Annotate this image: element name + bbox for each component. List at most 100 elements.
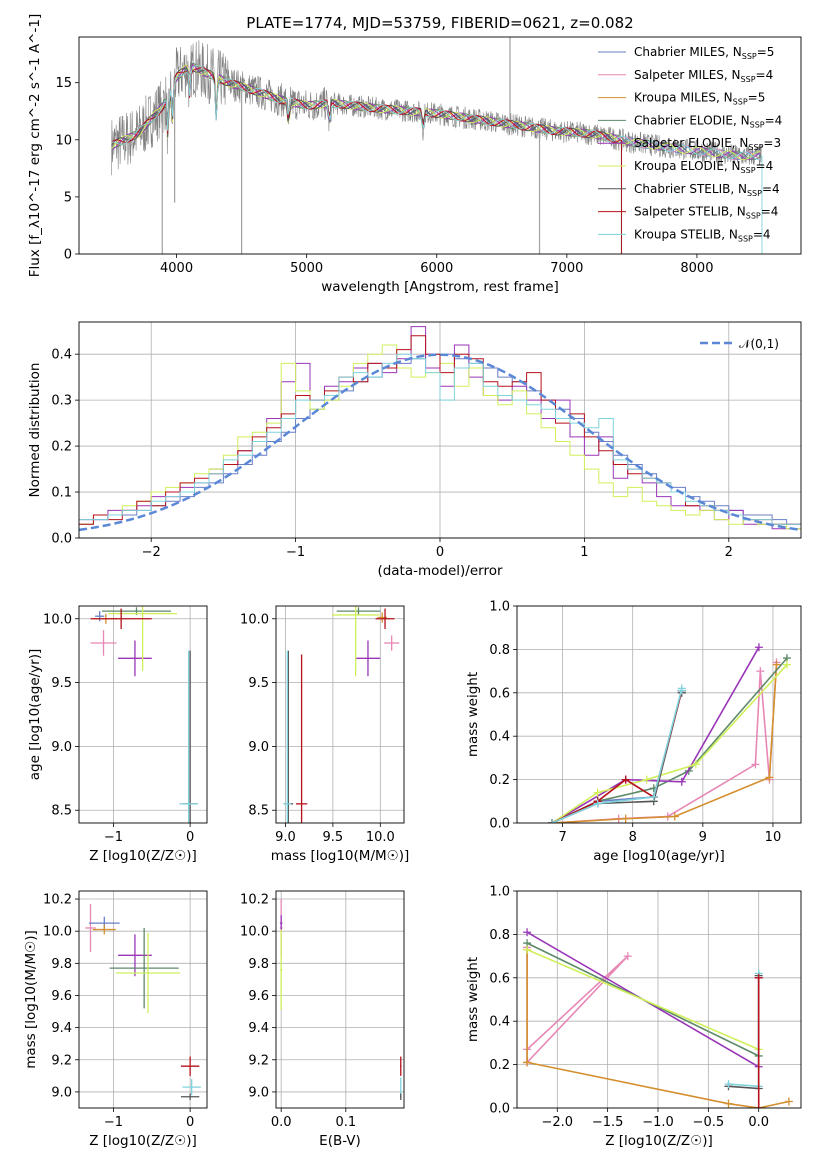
weight-marker	[649, 792, 658, 801]
y-tick-label: 5	[64, 190, 72, 205]
y-tick-label: 0.1	[51, 486, 72, 501]
legend-text: Chabrier STELIB, N	[634, 182, 747, 196]
legend-entry: Chabrier STELIB, NSSP=4	[634, 182, 780, 198]
weight-marker	[593, 799, 602, 808]
y-tick-label: 9.0	[51, 1085, 72, 1100]
x-tick-label: 9	[699, 830, 707, 845]
x-tick-label: 0.0	[271, 1115, 292, 1130]
y-tick-label: 10	[55, 133, 72, 148]
legend-subscript: SSP	[741, 75, 756, 84]
y-tick-label: 0.2	[489, 1058, 510, 1073]
y-tick-label: 9.8	[248, 957, 269, 972]
legend-subscript: SSP	[741, 166, 756, 175]
legend-value: =4	[762, 182, 780, 196]
weight-marker	[642, 775, 651, 784]
x-tick-label: 6000	[420, 261, 453, 276]
plot-area-weight-vs-age	[548, 643, 791, 823]
y-axis-label: Flux [f_λ10^-17 erg cm^-2 s^-1 A^-1]	[27, 14, 43, 277]
y-tick-label: 0.8	[489, 928, 510, 943]
legend-entry: Chabrier ELODIE, NSSP=4	[634, 113, 782, 129]
y-axis-label: mass weight	[465, 672, 481, 757]
x-axis-label: (data-model)/error	[377, 563, 503, 579]
weight-marker	[523, 1058, 532, 1067]
legend-entry: 𝒩(0,1)	[739, 337, 779, 351]
panel-weight-vs-age: 7 8 9 10 0.0 0.2 0.4 0.6 0.8 1.0 age [log10(age/yr…	[465, 600, 802, 864]
legend-subscript: SSP	[742, 52, 757, 61]
y-tick-label: 9.6	[248, 989, 269, 1004]
weight-line	[728, 973, 760, 1088]
y-tick-label: 0.0	[489, 1102, 510, 1117]
weight-marker	[621, 775, 630, 784]
weight-line	[728, 975, 760, 1090]
plot-area-age-vs-mass	[283, 606, 400, 823]
y-tick-label: 9.8	[51, 957, 72, 972]
x-tick-label: 7	[558, 830, 566, 845]
x-tick-label: 0	[186, 830, 194, 845]
axes-frame	[78, 605, 208, 824]
plot-area-spectrum	[111, 37, 763, 254]
x-tick-label: −1	[286, 545, 305, 560]
x-tick-label: −2	[142, 545, 161, 560]
y-tick-label: 1.0	[489, 600, 510, 615]
weight-marker	[756, 667, 765, 676]
y-tick-label: 8.5	[51, 804, 72, 819]
y-tick-label: 10.0	[43, 612, 72, 627]
panel-mass-vs-ebv: 0.0 0.1 9.0 9.2 9.4 9.6 9.8 10.0 10.2 E(B-V)	[240, 890, 405, 1149]
plot-area-mass-vs-Z	[85, 903, 201, 1100]
y-axis-label: mass [log10(M/M☉)]	[23, 930, 39, 1069]
y-tick-label: 0.8	[489, 643, 510, 658]
x-tick-label: 0	[186, 1115, 194, 1130]
y-tick-label: 9.5	[51, 676, 72, 691]
legend-subscript: SSP	[733, 98, 748, 107]
weight-line	[552, 664, 778, 823]
y-tick-label: 0.6	[489, 686, 510, 701]
legend-text: Salpeter STELIB, N	[634, 205, 746, 219]
legend-entry: Chabrier MILES, NSSP=5	[634, 45, 774, 61]
weight-marker	[754, 643, 763, 652]
y-tick-label: 10.0	[240, 612, 269, 627]
y-tick-label: 10.2	[43, 893, 72, 908]
weight-marker	[677, 777, 686, 786]
axes-frame	[78, 890, 208, 1109]
legend-entry: Kroupa STELIB, NSSP=4	[634, 227, 771, 243]
legend-entry: Salpeter MILES, NSSP=4	[634, 68, 773, 84]
y-tick-label: 9.0	[248, 1085, 269, 1100]
y-tick-label: 0	[64, 248, 72, 263]
y-tick-label: 9.4	[51, 1021, 72, 1036]
weight-line	[551, 664, 788, 823]
x-tick-label: 8	[629, 830, 637, 845]
plot-area-weight-vs-Z	[523, 928, 793, 1108]
model-spectrum	[111, 65, 761, 161]
weight-marker	[523, 928, 532, 937]
y-tick-label: 9.4	[248, 1021, 269, 1036]
legend-value: =5	[757, 45, 775, 59]
axes-frame	[78, 36, 802, 255]
legend-subscript: SSP	[747, 189, 762, 198]
plot-area-residuals	[79, 326, 801, 532]
x-tick-label: −2.0	[541, 1115, 573, 1130]
y-tick-label: 0.6	[489, 971, 510, 986]
weight-marker	[751, 760, 760, 769]
y-tick-label: 10.0	[43, 925, 72, 940]
x-axis-label: age [log10(age/yr)]	[593, 848, 725, 864]
weight-line	[551, 646, 760, 823]
x-tick-label: −1	[104, 1115, 123, 1130]
y-tick-label: 1.0	[489, 885, 510, 900]
y-tick-label: 0.4	[489, 730, 510, 745]
weight-marker	[754, 1104, 763, 1108]
legend-text: Kroupa MILES, N	[634, 91, 733, 105]
model-spectrum	[111, 62, 762, 161]
x-tick-label: 7000	[550, 261, 583, 276]
y-tick-label: 8.5	[248, 804, 269, 819]
x-axis-label: Z [log10(Z/Z☉)]	[89, 1133, 197, 1149]
weight-marker	[677, 686, 686, 695]
weight-marker	[754, 973, 763, 982]
legend-value: =4	[756, 68, 774, 82]
legend-subscript: SSP	[748, 143, 763, 152]
x-tick-label: 9.0	[275, 830, 296, 845]
y-tick-label: 9.2	[248, 1053, 269, 1068]
weight-line	[526, 948, 760, 1051]
panel-residuals: −2 −1 0 1 2 0.0 0.1 0.2 0.3 0.4 (data-model)/error…	[27, 321, 802, 579]
legend-value: =4	[756, 159, 774, 173]
